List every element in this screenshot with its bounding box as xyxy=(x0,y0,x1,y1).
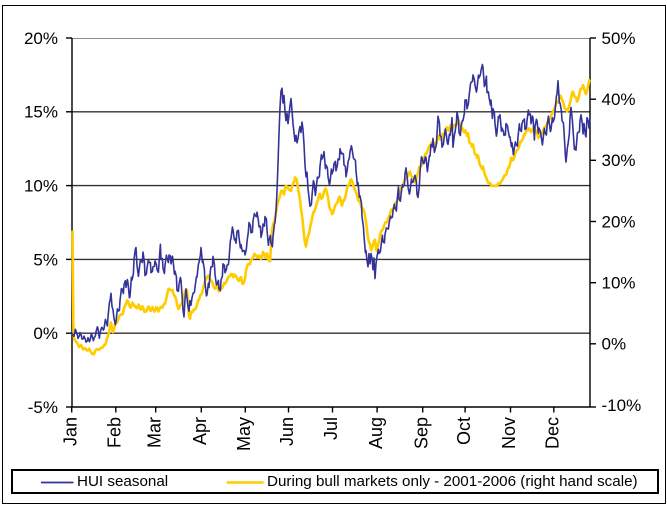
svg-text:Nov: Nov xyxy=(499,417,519,449)
svg-text:15%: 15% xyxy=(24,103,58,122)
svg-text:May: May xyxy=(234,417,254,451)
svg-text:5%: 5% xyxy=(33,250,58,269)
svg-text:50%: 50% xyxy=(602,29,636,48)
svg-text:Jun: Jun xyxy=(277,417,297,446)
svg-text:10%: 10% xyxy=(602,274,636,293)
svg-text:30%: 30% xyxy=(602,151,636,170)
svg-text:Jan: Jan xyxy=(60,417,80,446)
svg-text:0%: 0% xyxy=(602,335,627,354)
svg-text:20%: 20% xyxy=(24,29,58,48)
svg-text:Aug: Aug xyxy=(366,417,386,449)
svg-text:Apr: Apr xyxy=(190,417,210,445)
svg-text:Feb: Feb xyxy=(105,417,125,448)
svg-text:Sep: Sep xyxy=(411,417,431,449)
svg-text:40%: 40% xyxy=(602,90,636,109)
svg-text:Dec: Dec xyxy=(543,417,563,449)
svg-text:Mar: Mar xyxy=(144,417,164,448)
svg-text:Jul: Jul xyxy=(321,417,341,440)
svg-text:Oct: Oct xyxy=(454,417,474,445)
svg-text:10%: 10% xyxy=(24,177,58,196)
svg-text:-10%: -10% xyxy=(602,396,642,415)
svg-text:0%: 0% xyxy=(33,324,58,343)
svg-text:20%: 20% xyxy=(602,212,636,231)
svg-text:-5%: -5% xyxy=(28,398,58,417)
